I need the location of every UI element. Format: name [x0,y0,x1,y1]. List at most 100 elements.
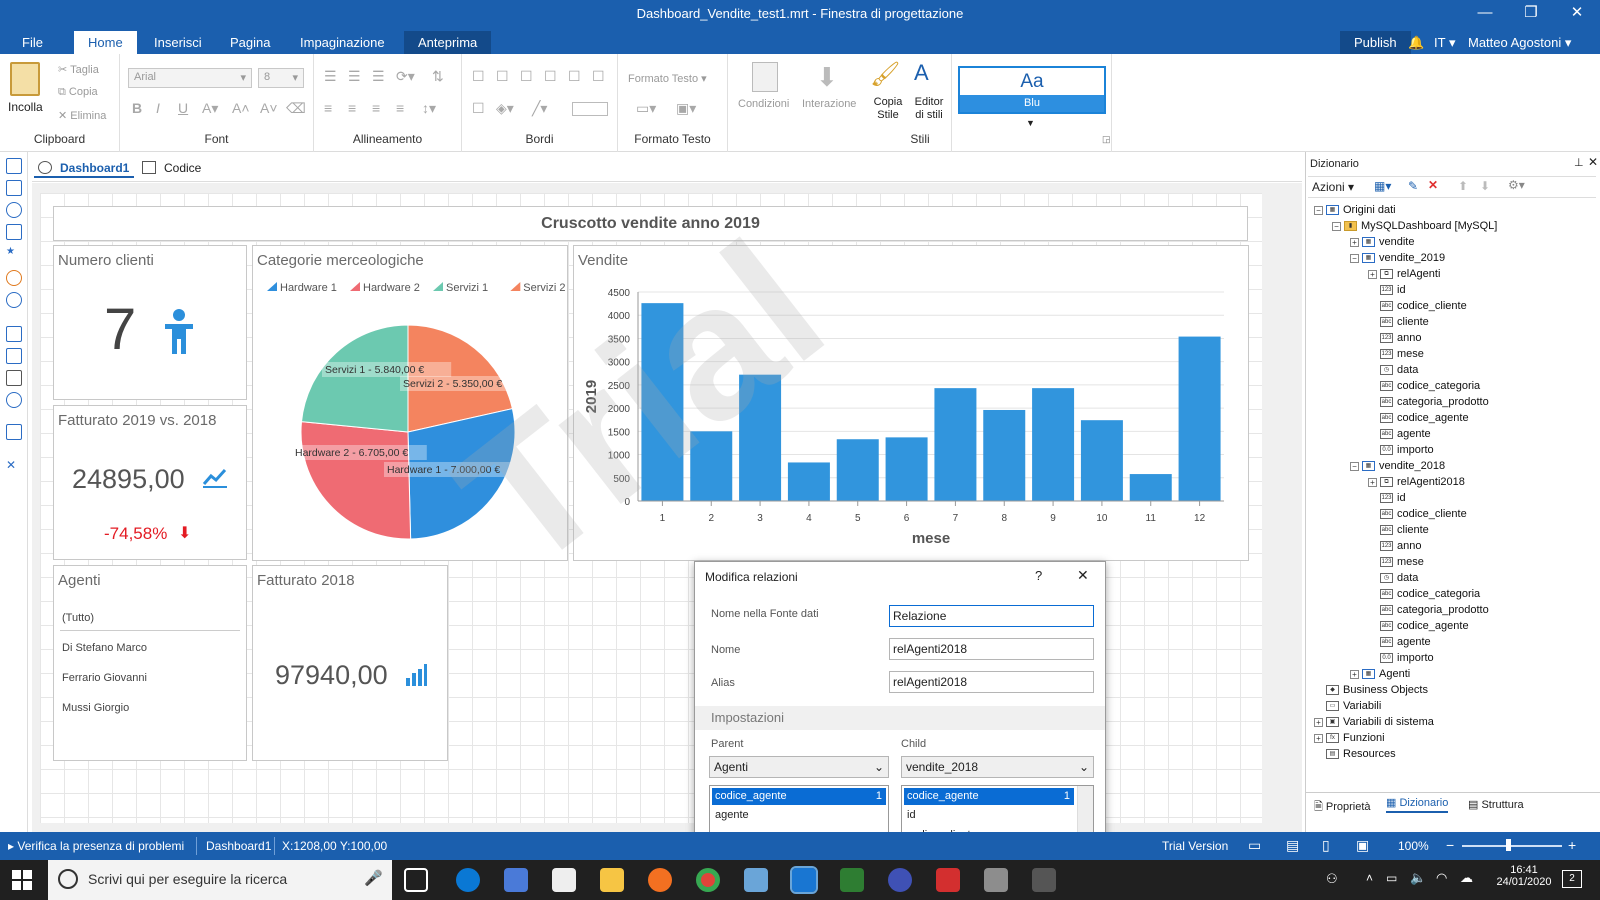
tab-impaginazione[interactable]: Impaginazione [300,35,385,50]
expand-icon[interactable]: + [1350,669,1359,679]
bold-icon[interactable]: B [132,100,143,116]
tab-pagina[interactable]: Pagina [230,35,271,50]
clock[interactable]: 16:41 24/01/2020 [1494,864,1554,888]
wifi-icon[interactable]: ◠ [1436,870,1448,885]
line-spacing-icon[interactable]: ↕▾ [422,100,437,116]
tab-inserisci[interactable]: Inserisci [154,35,202,50]
list-item[interactable]: agente [715,809,749,821]
border-top-icon[interactable]: ☐ [520,68,533,84]
tree-node[interactable]: 0.0 importo [1368,442,1434,458]
text-format-select[interactable]: Formato Testo ▾ [628,73,707,85]
check-problems-button[interactable]: ▸ Verifica la presenza di problemi [8,839,185,853]
list-item[interactable]: codice_agente 1 [712,788,886,805]
panel-icon[interactable] [6,370,22,386]
panel-fatturato-vs[interactable]: Fatturato 2019 vs. 2018 24895,00 -74,58%… [53,405,247,560]
dialog-launcher-icon[interactable]: ◲ [1102,134,1111,144]
font-size-select[interactable]: 8 ▾ [258,68,304,88]
tree-node[interactable]: 123 anno [1368,538,1421,554]
tree-node[interactable]: ◷ data [1368,570,1418,586]
firefox-icon[interactable] [648,868,672,892]
border-left-icon[interactable]: ☐ [544,68,557,84]
new-item-icon[interactable]: ▦▾ [1374,179,1392,193]
taskbar-search-box[interactable]: Scrivi qui per eseguire la ricerca 🎤 [48,860,392,900]
expand-icon[interactable]: + [1368,477,1377,487]
edit-icon[interactable]: ✎ [1408,179,1419,193]
nome-fonte-input[interactable]: Relazione [889,605,1094,627]
border-color-icon[interactable]: ╱▾ [532,100,548,116]
list-item[interactable]: codice_agente 1 [904,788,1074,805]
tree-node[interactable]: − ▦ vendite_2019 [1350,250,1445,266]
agent-item[interactable]: Mussi Giorgio [62,702,130,714]
minimize-icon[interactable]: — [1477,4,1493,21]
user-menu[interactable]: Matteo Agostoni ▾ [1468,35,1572,50]
shape-icon[interactable] [6,392,22,408]
panel-categorie[interactable]: Categorie merceologiche Hardware 1 Hardwa… [252,245,568,561]
conditions-icon[interactable] [752,62,778,92]
acrobat-icon[interactable] [936,868,960,892]
paste-icon[interactable] [10,62,40,96]
list-item[interactable]: id [907,809,916,821]
image-icon[interactable] [6,326,22,342]
panel-fatturato-2018[interactable]: Fatturato 2018 97940,00 [252,565,448,761]
align-left-icon[interactable]: ≡ [324,100,333,116]
border-bottom-icon[interactable]: ☐ [568,68,581,84]
expand-icon[interactable]: + [1314,733,1323,743]
gimp-icon[interactable] [984,868,1008,892]
collapse-icon[interactable]: − [1350,461,1359,471]
notifications-icon[interactable]: 2 [1562,870,1582,888]
view-actual-size-icon[interactable]: ▣ [1356,837,1370,853]
italic-icon[interactable]: I [156,100,160,116]
expand-icon[interactable]: + [1350,237,1359,247]
tree-node[interactable]: abc agente [1368,426,1431,442]
help-icon[interactable]: ? [1035,568,1043,583]
settings-gear-icon[interactable]: ⚙▾ [1508,178,1525,192]
mail-icon[interactable] [552,868,576,892]
word-wrap-icon[interactable]: ⇅ [432,68,444,84]
eraser-icon[interactable]: ⌫ [286,100,306,116]
tab-struttura[interactable]: ▤ Struttura [1468,799,1524,811]
editor-icon[interactable] [840,868,864,892]
tree-node[interactable]: abc codice_categoria [1368,586,1480,602]
interaction-icon[interactable]: ⬇ [816,62,838,92]
tree-node[interactable]: abc codice_agente [1368,618,1469,634]
justify-icon[interactable]: ≡ [396,100,405,116]
tree-node[interactable]: ▤ Resources [1314,746,1396,762]
stimulsoft-icon[interactable] [790,866,818,894]
tab-dizionario[interactable]: ▦ Dizionario [1386,796,1449,813]
align-bottom-icon[interactable]: ☰ [372,68,385,84]
tree-node[interactable]: abc codice_categoria [1368,378,1480,394]
collapse-icon[interactable]: − [1314,205,1323,215]
tree-node[interactable]: + ⧉ relAgenti [1368,266,1440,282]
font-color-icon[interactable]: A▾ [202,100,219,116]
pin-icon[interactable]: ⊥ [1574,157,1584,169]
panel-numero-clienti[interactable]: Numero clienti 7 [53,245,247,400]
task-view-icon[interactable] [404,868,428,892]
pivot-icon[interactable] [6,224,22,240]
store-icon[interactable] [504,868,528,892]
view-page-icon[interactable]: ▤ [1286,837,1300,853]
zoom-out-icon[interactable]: − [1446,837,1455,853]
parent-select[interactable]: Agenti ⌄ [709,756,889,778]
style-blu-tile[interactable]: Aa Blu [958,66,1106,114]
tab-home[interactable]: Home [74,31,137,54]
tree-node[interactable]: − ▮ MySQLDashboard [MySQL] [1332,218,1497,234]
tree-node[interactable]: abc categoria_prodotto [1368,394,1489,410]
tab-file[interactable]: File [22,35,43,50]
border-right-icon[interactable]: ☐ [592,68,605,84]
actions-dropdown[interactable]: Azioni ▾ [1312,180,1355,194]
tree-node[interactable]: abc cliente [1368,314,1429,330]
close-icon[interactable]: ✕ [1570,4,1584,21]
tree-node[interactable]: 123 mese [1368,346,1424,362]
agent-item[interactable]: Ferrario Giovanni [62,672,147,684]
filter-icon[interactable] [6,424,22,440]
text-icon[interactable] [6,348,22,364]
vpn-icon[interactable] [888,868,912,892]
tab-dashboard1[interactable]: Dashboard1 [34,158,134,178]
chrome-icon[interactable] [696,868,720,892]
delete-button[interactable]: ✕ Elimina [58,110,107,122]
tab-codice[interactable]: Codice [138,158,208,178]
align-middle-icon[interactable]: ☰ [348,68,361,84]
border-width-select[interactable] [572,102,608,116]
people-icon[interactable]: ⚇ [1326,871,1338,886]
grow-font-icon[interactable]: A˄ [232,100,250,116]
